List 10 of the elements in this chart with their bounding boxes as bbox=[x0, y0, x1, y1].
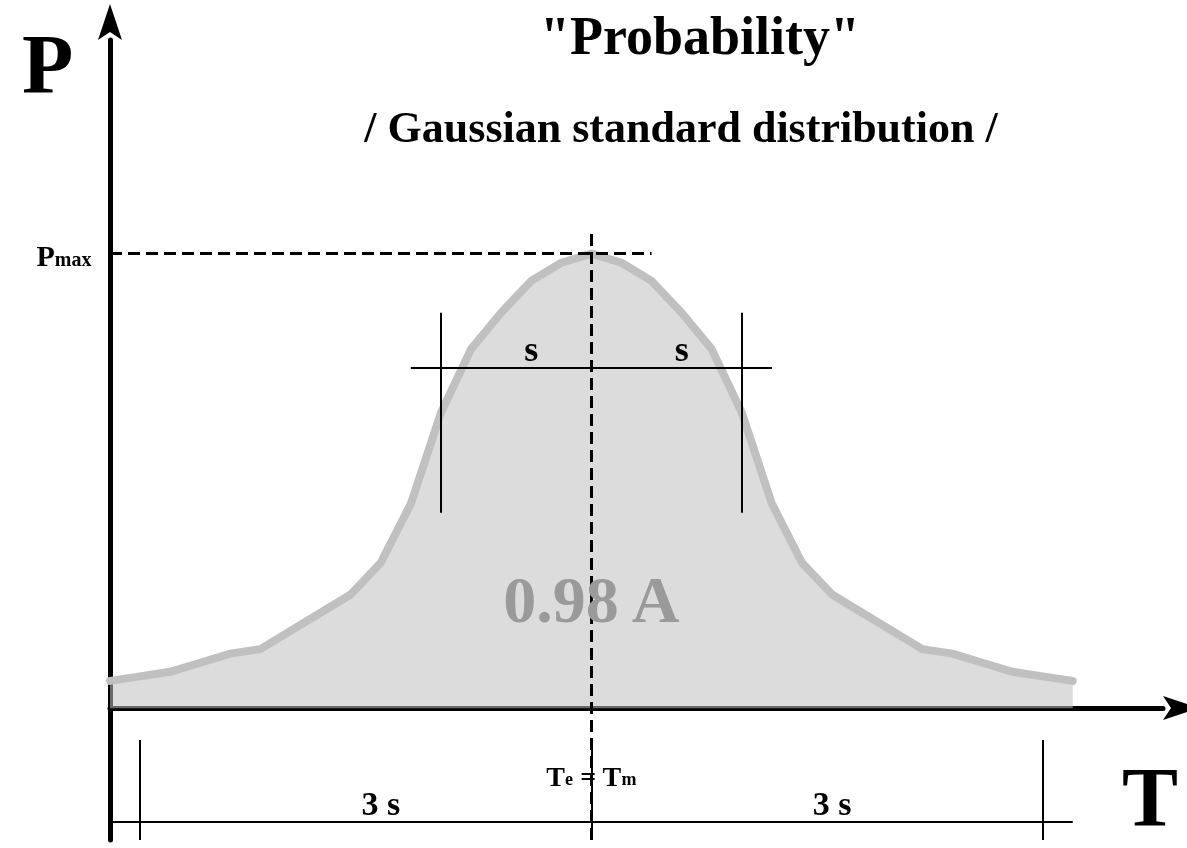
chart-title: "Probability" bbox=[540, 6, 860, 66]
text: 3 s bbox=[361, 785, 401, 823]
chart-subtitle: / Gaussian standard distribution / bbox=[363, 102, 999, 152]
y-axis-title: P bbox=[22, 17, 74, 111]
x-axis-title: T bbox=[1122, 750, 1179, 844]
ref-line-label: Pmax bbox=[36, 239, 92, 273]
text: 3 s bbox=[812, 785, 852, 823]
annotation: 0.98 A bbox=[503, 562, 680, 636]
annotation: s bbox=[524, 329, 539, 370]
annotation: s bbox=[674, 329, 689, 370]
